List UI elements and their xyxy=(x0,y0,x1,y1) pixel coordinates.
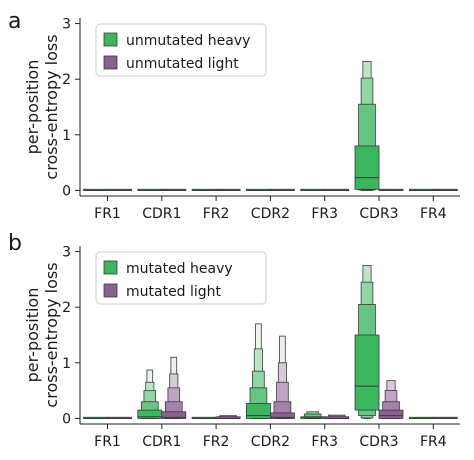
y-tick-label: 1 xyxy=(62,128,71,144)
x-tick-label: FR4 xyxy=(420,434,447,450)
x-tick-label: FR4 xyxy=(420,206,447,222)
boxen-level xyxy=(245,403,271,419)
y-tick-label: 2 xyxy=(62,72,71,88)
x-tick-label: FR1 xyxy=(94,206,121,222)
legend-swatch-heavy xyxy=(103,32,118,47)
x-tick-label: FR3 xyxy=(311,434,338,450)
legend-entry: mutated heavy xyxy=(126,261,233,277)
x-tick-label: CDR3 xyxy=(359,206,398,222)
boxen-level xyxy=(354,334,380,411)
x-tick-label: CDR2 xyxy=(251,434,290,450)
y-tick-label: 0 xyxy=(62,411,71,427)
boxen-level xyxy=(354,145,380,190)
legend: unmutated heavy unmutated light xyxy=(95,23,267,77)
boxen-level xyxy=(269,412,295,419)
x-tick-label: CDR3 xyxy=(359,434,398,450)
boxen-level xyxy=(378,409,404,419)
y-axis-label: per-positioncross-entropy loss xyxy=(23,262,61,407)
y-axis-label: per-positioncross-entropy loss xyxy=(23,34,61,179)
legend-frame xyxy=(95,23,267,77)
y-tick-label: 0 xyxy=(62,183,71,199)
legend-swatch-light xyxy=(103,55,118,70)
x-tick-label: CDR2 xyxy=(251,206,290,222)
x-tick-label: CDR1 xyxy=(142,206,181,222)
y-tick-label: 3 xyxy=(62,245,71,261)
y-tick-label: 1 xyxy=(62,356,71,372)
panel-label: b xyxy=(8,231,22,256)
legend: mutated heavy mutated light xyxy=(95,251,267,305)
legend-swatch-light xyxy=(103,283,118,298)
x-tick-label: FR2 xyxy=(203,434,230,450)
x-tick-label: FR1 xyxy=(94,434,121,450)
y-tick-label: 2 xyxy=(62,300,71,316)
boxen-level xyxy=(161,411,187,419)
x-tick-label: CDR1 xyxy=(142,434,181,450)
panel-label: a xyxy=(8,9,21,34)
legend-frame xyxy=(95,251,267,305)
legend-entry: mutated light xyxy=(126,284,222,300)
legend-entry: unmutated heavy xyxy=(126,33,250,49)
legend-entry: unmutated light xyxy=(126,56,239,72)
x-tick-label: FR2 xyxy=(203,206,230,222)
y-tick-label: 3 xyxy=(62,17,71,33)
x-tick-label: FR3 xyxy=(311,206,338,222)
legend-swatch-heavy xyxy=(103,260,118,275)
